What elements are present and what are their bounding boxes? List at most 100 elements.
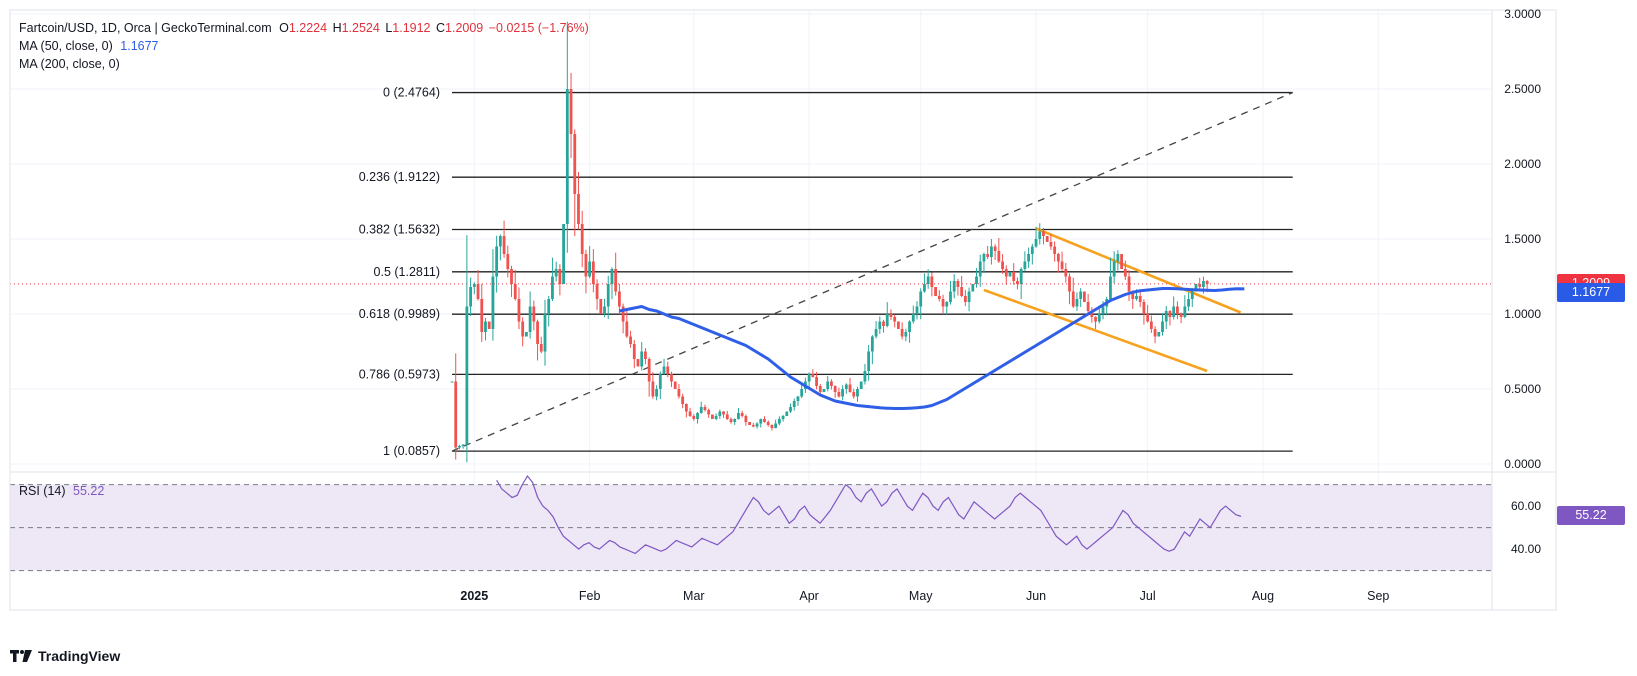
price-tick-label: 3.0000 [1504, 7, 1541, 21]
candle-body [1164, 311, 1168, 322]
time-tick-label: Apr [799, 589, 818, 603]
fib-level-label: 1 (0.0857) [383, 444, 440, 458]
candle-body [711, 414, 714, 419]
candle-body [498, 236, 502, 247]
candle-body [1123, 269, 1127, 277]
candle-body [677, 389, 681, 397]
fib-level-label: 0.236 (1.9122) [359, 170, 440, 184]
candle-body [606, 284, 610, 307]
candle-body [744, 416, 748, 422]
candle-body [1157, 332, 1161, 337]
candle-body [785, 411, 789, 416]
candle-body [621, 306, 625, 322]
candle-body [591, 261, 595, 284]
rsi-panel[interactable] [10, 474, 1492, 572]
time-tick-label: Feb [579, 589, 601, 603]
candle-body [986, 254, 990, 257]
candle-body [1019, 269, 1023, 284]
candle-body [893, 317, 897, 322]
candle-body [525, 332, 528, 337]
candle-body [506, 254, 510, 269]
candle-body [848, 384, 852, 392]
rsi-value: 55.22 [73, 484, 105, 498]
candle-body [1112, 261, 1116, 277]
candle-body [1101, 306, 1105, 314]
time-tick-label: Jul [1140, 589, 1156, 603]
candle-body [599, 299, 603, 314]
candle-body [1109, 276, 1112, 299]
candle-body [904, 332, 908, 337]
fibonacci-levels[interactable]: 0 (2.4764) 0.236 (1.9122) 0.382 (1.5632) 0.… [359, 86, 1293, 459]
fib-level-label: 0.618 (0.9989) [359, 307, 440, 321]
candle-body [573, 134, 577, 194]
candle-body [1071, 291, 1075, 307]
candle-body [580, 224, 584, 254]
candle-body [655, 389, 658, 397]
ma50-value: 1.1677 [120, 39, 159, 53]
fib-level-label: 0.5 (1.2811) [374, 265, 440, 279]
fib-trend-dashed-line [451, 91, 1293, 452]
candlestick-series[interactable] [450, 21, 1209, 463]
candle-body [811, 374, 815, 377]
candle-body [1004, 269, 1008, 277]
candle-body [1202, 281, 1205, 287]
candle-body [830, 381, 833, 386]
candle-body [472, 284, 476, 287]
candle-body [1027, 254, 1030, 262]
candle-body [484, 321, 487, 332]
ma50-legend[interactable]: MA (50, close, 0) 1.1677 [19, 37, 159, 55]
candle-body [595, 284, 599, 299]
low-label: L [385, 21, 393, 35]
ma50-series[interactable] [619, 287, 1245, 410]
candle-body [1053, 246, 1057, 254]
candle-body [658, 374, 662, 389]
ma200-legend[interactable]: MA (200, close, 0) [19, 55, 120, 73]
candle-body [536, 321, 539, 344]
chart-legend: Fartcoin/USD, 1D, Orca | GeckoTerminal.c… [19, 19, 589, 37]
candle-body [759, 419, 763, 424]
candle-body [792, 401, 796, 407]
candle-body [774, 423, 778, 428]
candle-body [458, 446, 461, 448]
candle-body [789, 407, 792, 412]
candle-body [491, 276, 495, 329]
candle-body [1116, 254, 1120, 262]
candle-body [941, 299, 945, 307]
rsi-legend[interactable]: RSI (14) 55.22 [19, 482, 104, 500]
candle-body [1083, 291, 1086, 302]
candle-body [517, 299, 521, 322]
candle-body [699, 407, 703, 413]
candle-body [1127, 276, 1131, 292]
candle-body [1131, 291, 1135, 299]
time-tick-label: May [909, 589, 933, 603]
candle-body [670, 374, 673, 382]
candle-body [1176, 306, 1179, 314]
candle-body [603, 306, 606, 314]
candle-body [495, 246, 499, 277]
candle-body [1042, 231, 1045, 236]
candle-body [897, 321, 900, 329]
candle-body [644, 351, 647, 359]
symbol-title[interactable]: Fartcoin/USD, 1D, Orca | GeckoTerminal.c… [19, 21, 272, 35]
candle-body [1097, 314, 1101, 322]
candle-body [781, 416, 785, 419]
candle-body [558, 269, 562, 284]
candle-body [930, 276, 934, 287]
candle-body [692, 416, 696, 419]
open-value: 1.2224 [288, 21, 328, 35]
candle-body [1049, 242, 1053, 247]
chart-overlays[interactable] [10, 91, 1492, 452]
candle-body [911, 314, 915, 322]
candle-body [751, 425, 755, 427]
tradingview-logo[interactable]: TradingView [10, 648, 120, 664]
candle-body [766, 422, 770, 425]
candle-body [777, 419, 781, 424]
time-tick-label: Aug [1252, 589, 1274, 603]
candle-body [978, 261, 982, 277]
time-tick-label: 2025 [460, 589, 488, 603]
rsi-line [496, 474, 1242, 555]
candle-body [818, 386, 822, 392]
candle-body [1146, 314, 1150, 322]
candle-body [960, 287, 964, 296]
